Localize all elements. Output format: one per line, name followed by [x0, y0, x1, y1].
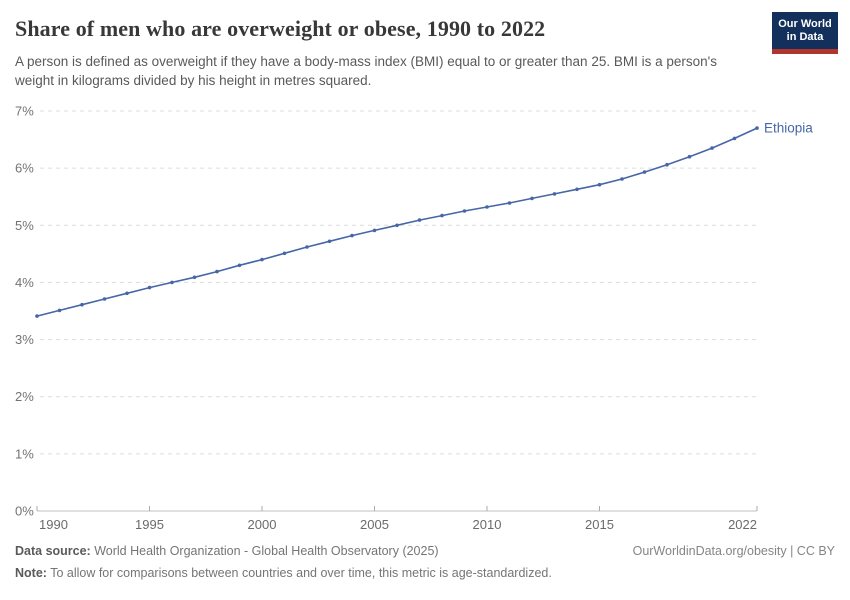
data-point [665, 162, 669, 167]
note-value: To allow for comparisons between countri… [46, 566, 552, 580]
x-axis-label: 1995 [135, 517, 164, 532]
data-point [395, 223, 399, 228]
x-axis-label: 2022 [728, 517, 757, 532]
credit-link[interactable]: OurWorldinData.org/obesity | CC BY [632, 544, 835, 558]
data-point [732, 136, 737, 141]
data-point [620, 177, 624, 181]
data-point [755, 126, 759, 130]
x-axis-label: 2015 [585, 517, 614, 532]
data-point [597, 182, 602, 187]
series-line-ethiopia[interactable] [36, 127, 758, 317]
y-axis-label: 4% [15, 275, 34, 290]
data-point [530, 196, 534, 201]
owid-logo[interactable]: Our World in Data [772, 12, 838, 54]
data-point [440, 213, 444, 218]
note-text: Note: To allow for comparisons between c… [15, 565, 835, 581]
data-point [372, 228, 377, 233]
note-label: Note: [15, 566, 47, 580]
x-axis-label: 2010 [473, 517, 502, 532]
data-point [192, 275, 197, 280]
data-point [485, 205, 489, 209]
y-axis-label: 1% [15, 446, 34, 461]
data-point [507, 201, 512, 205]
data-point [260, 257, 264, 262]
y-axis-label: 3% [15, 332, 34, 347]
data-point [102, 297, 107, 301]
owid-logo-line2: in Data [786, 31, 824, 43]
y-axis-label: 7% [15, 104, 34, 119]
data-source-label: Data source: [15, 544, 91, 558]
y-axis-label: 0% [15, 504, 34, 519]
x-axis-label: 2000 [248, 517, 277, 532]
data-point [215, 269, 219, 274]
owid-logo-line1: Our World [778, 18, 832, 30]
data-point [462, 209, 467, 213]
data-source-value: World Health Organization - Global Healt… [90, 544, 439, 558]
series-label-ethiopia[interactable]: Ethiopia [764, 121, 813, 136]
y-axis-label: 5% [15, 218, 34, 233]
data-point [350, 233, 354, 238]
chart-footer: Data source: World Health Organization -… [15, 543, 835, 581]
data-point [575, 187, 579, 192]
x-axis-label: 2005 [360, 517, 389, 532]
chart-title: Share of men who are overweight or obese… [15, 16, 546, 41]
data-point [170, 280, 174, 285]
data-point [282, 251, 287, 256]
data-point [125, 291, 129, 296]
data-point [552, 192, 557, 196]
data-point [147, 285, 152, 290]
chart-subtitle: A person is defined as overweight if the… [15, 54, 717, 88]
y-axis-label: 2% [15, 389, 34, 404]
data-point [687, 154, 692, 159]
data-point [642, 170, 647, 174]
data-point [237, 263, 242, 268]
data-point [417, 218, 422, 222]
x-axis-label: 1990 [39, 517, 68, 532]
data-point [305, 245, 309, 249]
data-point [327, 239, 332, 244]
data-point [80, 302, 84, 307]
data-source-text: Data source: World Health Organization -… [15, 543, 439, 559]
data-point [710, 146, 714, 150]
y-axis-label: 6% [15, 161, 34, 176]
data-point [35, 314, 39, 318]
data-point [57, 308, 62, 313]
